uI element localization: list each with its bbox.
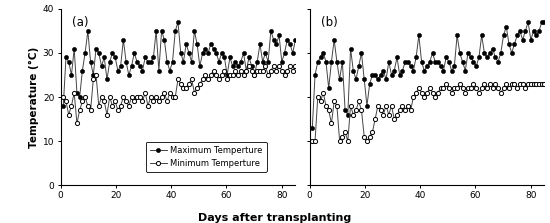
Minimum Temperture [443, 83, 449, 85]
Legend: Maximum Temperture, Minimum Temperture: Maximum Temperture, Minimum Temperture [146, 142, 267, 172]
Maximum Temperture [65, 60, 72, 63]
Minimum Temperture [309, 140, 316, 142]
Maximum Temperture [541, 21, 548, 23]
Minimum Temperture [320, 91, 327, 94]
Minimum Temperture [490, 87, 496, 90]
Minimum Temperture [74, 122, 80, 125]
Minimum Temperture [246, 65, 252, 68]
Minimum Temperture [541, 83, 548, 85]
Minimum Temperture [292, 65, 299, 68]
Minimum Temperture [315, 96, 321, 98]
Maximum Temperture [172, 30, 179, 32]
Maximum Temperture [334, 60, 340, 63]
Minimum Temperture [334, 104, 340, 107]
Maximum Temperture [292, 38, 299, 41]
Maximum Temperture [240, 52, 247, 54]
Maximum Temperture [260, 60, 266, 63]
Maximum Temperture [525, 21, 531, 23]
Maximum Temperture [309, 126, 316, 129]
Text: (b): (b) [321, 16, 338, 29]
Minimum Temperture [175, 78, 182, 81]
Line: Minimum Temperture: Minimum Temperture [310, 82, 547, 143]
Maximum Temperture [421, 69, 427, 72]
Minimum Temperture [421, 96, 427, 98]
Text: (a): (a) [72, 16, 89, 29]
Y-axis label: Temperature (°C): Temperature (°C) [29, 46, 38, 148]
Minimum Temperture [87, 109, 94, 112]
Line: Minimum Temperture: Minimum Temperture [61, 64, 298, 126]
Maximum Temperture [320, 52, 327, 54]
Text: Days after transplanting: Days after transplanting [199, 213, 351, 223]
Minimum Temperture [262, 65, 269, 68]
Line: Maximum Temperture: Maximum Temperture [310, 20, 547, 130]
Minimum Temperture [60, 96, 67, 98]
Minimum Temperture [65, 113, 72, 116]
Minimum Temperture [71, 91, 78, 94]
Maximum Temperture [60, 104, 67, 107]
Maximum Temperture [315, 60, 321, 63]
Maximum Temperture [85, 30, 91, 32]
Minimum Temperture [508, 83, 515, 85]
Minimum Temperture [240, 74, 247, 76]
Maximum Temperture [175, 21, 182, 23]
Maximum Temperture [71, 47, 78, 50]
Line: Maximum Temperture: Maximum Temperture [61, 20, 298, 108]
Maximum Temperture [505, 43, 512, 45]
Maximum Temperture [487, 52, 493, 54]
